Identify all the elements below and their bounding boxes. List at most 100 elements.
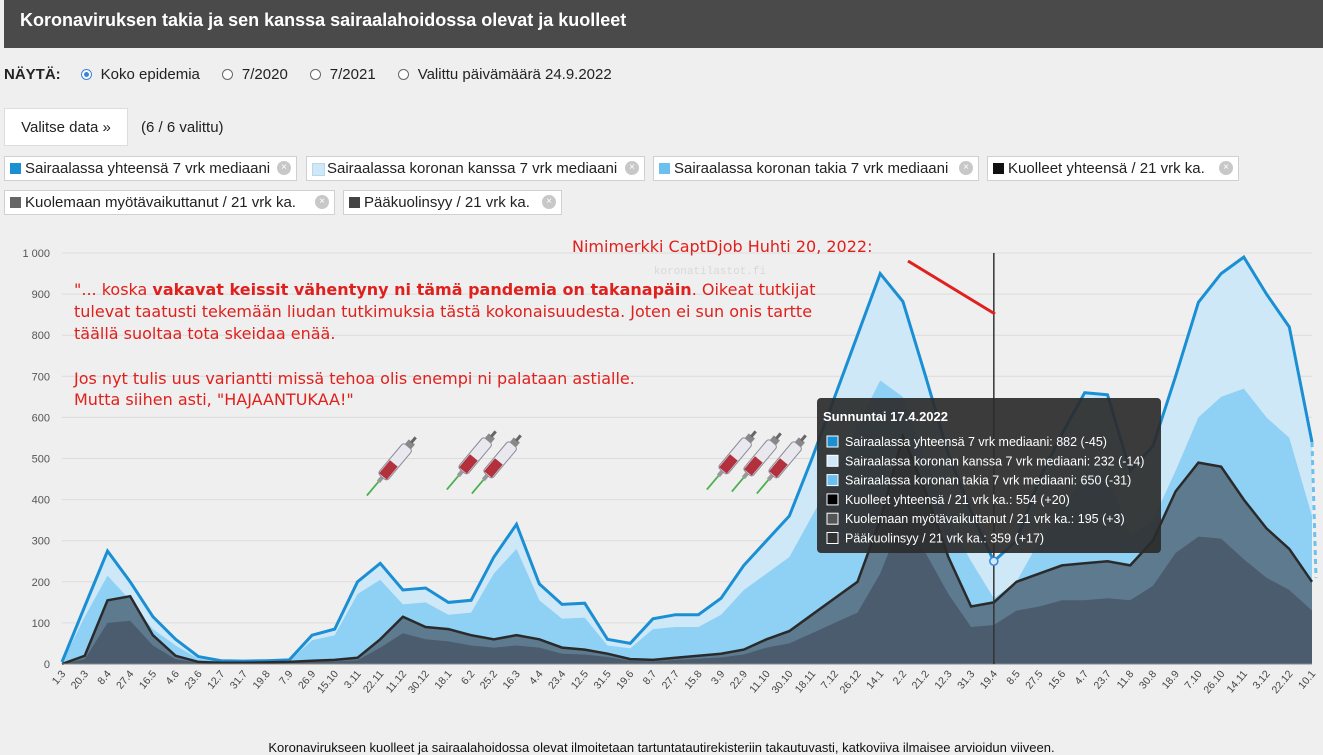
area-sairaalassa-koronan-kanssa — [62, 257, 1312, 664]
x-tick-label: 15.8 — [682, 668, 704, 691]
syringe-icon — [706, 430, 757, 491]
chart-footnote: Koronavirukseen kuolleet ja sairaalahoid… — [268, 740, 1055, 755]
x-tick-label: 31.7 — [228, 668, 250, 691]
x-tick-label: 31.5 — [591, 668, 613, 691]
series-swatch-icon — [659, 163, 670, 174]
x-tick-label: 14.1 — [864, 668, 886, 691]
tooltip-box — [817, 398, 1161, 553]
x-tick-label: 26.10 — [1201, 668, 1227, 696]
x-tick-label: 18.11 — [793, 668, 819, 695]
tooltip-swatch-icon — [826, 454, 839, 467]
y-tick-label: 400 — [32, 495, 50, 507]
series-chip[interactable]: Pääkuolinsyy / 21 vrk ka. × — [343, 190, 562, 215]
x-tick-label: 30.10 — [769, 668, 795, 696]
radio-7-2021[interactable]: 7/2021 — [309, 66, 376, 83]
x-tick-label: 2.2 — [891, 668, 910, 687]
series-chip-label: Pääkuolinsyy / 21 vrk ka. — [364, 194, 530, 211]
y-tick-label: 0 — [44, 659, 50, 671]
show-range-selector: NÄYTÄ: Koko epidemia 7/2020 7/2021 Valit… — [4, 66, 634, 83]
x-tick-label: 11.8 — [1115, 668, 1137, 691]
series-swatch-icon — [349, 197, 360, 208]
x-tick-label: 19.4 — [978, 668, 1000, 691]
x-tick-label: 23.6 — [182, 668, 204, 691]
annotation-quote-line: tulevat taatusti tekemään liudan tutkimu… — [74, 302, 812, 321]
x-tick-label: 6.2 — [459, 668, 478, 687]
syringe-icon — [471, 434, 522, 495]
remove-chip-icon[interactable]: × — [1219, 161, 1233, 175]
chart[interactable]: 0 100 200 300 400 500 600 700 800 900 1 000 1.3 20.3… — [0, 230, 1323, 740]
series-chip-label: Kuolemaan myötävaikuttanut / 21 vrk ka. — [25, 194, 296, 211]
remove-chip-icon[interactable]: × — [277, 161, 291, 175]
radio-dot[interactable] — [221, 69, 233, 80]
radio-selected-date[interactable]: Valittu päivämäärä 24.9.2022 — [397, 66, 612, 83]
annotation-header: Nimimerkki CaptDjob Huhti 20, 2022: — [572, 237, 872, 256]
y-tick-label: 300 — [32, 536, 50, 548]
radio-dot-selected[interactable] — [80, 69, 92, 80]
tooltip-row: Sairaalassa koronan kanssa 7 vrk mediaan… — [845, 454, 1144, 468]
crosshair-marker — [989, 556, 999, 566]
annotation-quote-line: täällä suoltaa tota skeidaa enää. — [74, 324, 335, 343]
syringe-icon — [446, 430, 497, 491]
x-tick-label: 4.6 — [163, 668, 182, 687]
radio-7-2020[interactable]: 7/2020 — [221, 66, 288, 83]
y-tick-label: 600 — [32, 412, 50, 424]
series-chip[interactable]: Kuolleet yhteensä / 21 vrk ka. × — [987, 156, 1239, 181]
syringe-icon — [366, 436, 417, 497]
radio-dot[interactable] — [397, 69, 409, 80]
x-tick-label: 11.12 — [384, 668, 410, 695]
x-tick-label: 14.11 — [1225, 668, 1251, 695]
x-tick-label: 27.4 — [114, 668, 136, 691]
tooltip-swatch-icon — [826, 532, 839, 544]
x-tick-label: 30.12 — [406, 668, 432, 696]
x-tick-label: 20.3 — [69, 668, 91, 691]
x-tick-label: 4.7 — [1072, 668, 1091, 687]
series-chip[interactable]: Sairaalassa koronan kanssa 7 vrk mediaan… — [306, 156, 645, 181]
remove-chip-icon[interactable]: × — [542, 195, 556, 209]
remove-chip-icon[interactable]: × — [315, 195, 329, 209]
select-data-button[interactable]: Valitse data » — [4, 108, 128, 146]
x-tick-label: 15.10 — [315, 668, 341, 696]
series-swatch-icon — [312, 163, 325, 176]
tooltip-swatch-icon — [826, 474, 839, 487]
radio-koko-epidemia[interactable]: Koko epidemia — [80, 66, 200, 83]
x-tick-label: 12.7 — [205, 668, 227, 691]
remove-chip-icon[interactable]: × — [959, 161, 973, 175]
tooltip-swatch-icon — [826, 512, 839, 525]
y-tick-label: 900 — [32, 289, 50, 301]
series-chip[interactable]: Sairaalassa yhteensä 7 vrk mediaani × — [4, 156, 297, 181]
series-chip[interactable]: Kuolemaan myötävaikuttanut / 21 vrk ka. × — [4, 190, 335, 215]
x-tick-label: 30.8 — [1137, 668, 1159, 691]
estimated-delay-line — [1310, 442, 1318, 578]
syringe-icon — [731, 432, 782, 493]
x-tick-label: 10.1 — [1296, 668, 1318, 691]
x-tick-label: 23.4 — [546, 668, 568, 691]
x-tick-label: 21.2 — [910, 668, 932, 691]
x-tick-label: 19.6 — [614, 668, 636, 691]
series-swatch-icon — [10, 197, 21, 208]
x-tick-label: 22.11 — [361, 668, 387, 695]
series-chip-label: Sairaalassa yhteensä 7 vrk mediaani — [25, 160, 271, 177]
series-swatch-icon — [10, 163, 21, 174]
y-tick-label: 100 — [32, 618, 50, 630]
show-label: NÄYTÄ: — [4, 66, 61, 83]
x-tick-label: 27.5 — [1023, 668, 1045, 691]
annotation-quote-line: Jos nyt tulis uus variantti missä tehoa … — [73, 369, 635, 388]
annotation-quote-line: Mutta siihen asti, "HAJAANTUKAA!" — [74, 390, 354, 409]
radio-dot[interactable] — [309, 69, 321, 80]
series-chip-label: Kuolleet yhteensä / 21 vrk ka. — [1008, 160, 1205, 177]
series-chip[interactable]: Sairaalassa koronan takia 7 vrk mediaani… — [653, 156, 979, 181]
line-kuolleet-yhteensa — [61, 432, 1314, 666]
x-tick-label: 8.7 — [641, 668, 660, 687]
tooltip-swatch-icon — [826, 435, 839, 448]
series-chip-label: Sairaalassa koronan kanssa 7 vrk mediaan… — [327, 160, 618, 177]
x-tick-label: 7.9 — [277, 668, 296, 687]
x-tick-label: 19.8 — [251, 668, 273, 691]
remove-chip-icon[interactable]: × — [625, 161, 639, 175]
watermark: koronatilastot.fi — [654, 266, 767, 278]
tooltip-row: Pääkuolinsyy / 21 vrk ka.: 359 (+17) — [845, 532, 1044, 546]
y-tick-label: 800 — [32, 330, 50, 342]
x-tick-label: 1.3 — [50, 668, 69, 687]
x-tick-label: 16.5 — [137, 668, 159, 691]
x-tick-label: 8.4 — [95, 668, 114, 687]
x-tick-label: 12.3 — [932, 668, 954, 691]
